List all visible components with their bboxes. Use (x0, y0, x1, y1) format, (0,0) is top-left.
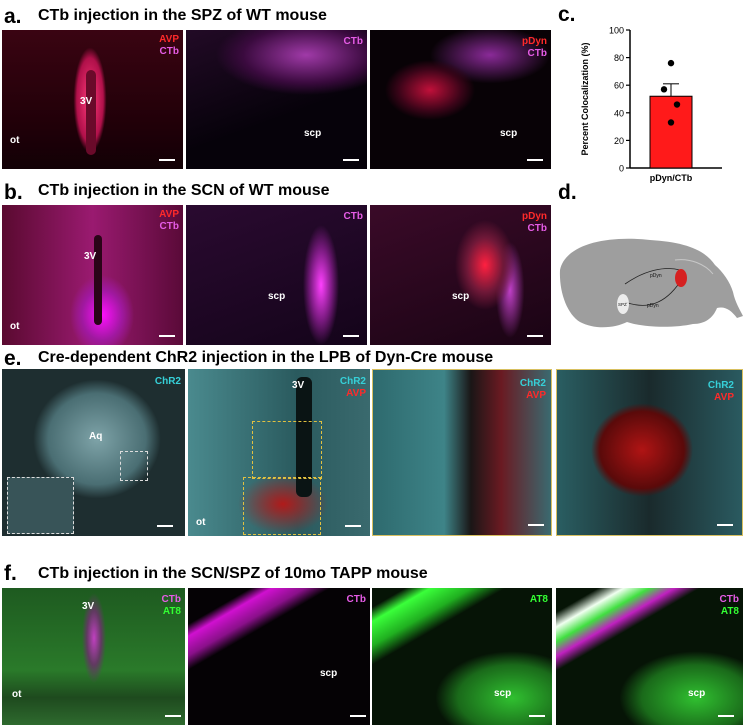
spz-region (617, 294, 629, 314)
label-ot: ot (10, 135, 20, 146)
y-tick-label: 100 (609, 26, 624, 36)
label-pdyn: pDyn (522, 211, 547, 222)
scale-bar (527, 159, 543, 161)
label-scp: scp (452, 291, 470, 302)
label-chr2: ChR2 (154, 376, 181, 387)
panel-b-letter: b. (4, 181, 23, 204)
label-scp: scp (320, 668, 338, 679)
panel-e-image-2: ChR2 AVP 3V ot (188, 369, 370, 536)
label-scp: scp (500, 128, 518, 139)
panel-a-letter: a. (4, 5, 22, 28)
label-3v: 3V (84, 251, 97, 262)
label-scp: scp (494, 688, 512, 699)
panel-a-title: CTb injection in the SPZ of WT mouse (38, 7, 327, 24)
panel-f-image-1: CTb AT8 3V ot (2, 588, 185, 725)
diagram-label-pdyn-top: pDyn (650, 273, 662, 279)
label-ctb: CTb (159, 45, 179, 57)
lpb-region (675, 269, 687, 287)
label-3v: 3V (80, 96, 93, 107)
label-avp: AVP (159, 209, 179, 220)
data-point (667, 59, 675, 67)
label-at8: AT8 (529, 594, 548, 605)
label-chr2: ChR2 (519, 378, 546, 389)
scale-bar (157, 525, 173, 527)
panel-b-image-1: AVP CTb 3V ot (2, 205, 183, 345)
label-scp: scp (268, 291, 286, 302)
label-chr2: ChR2 (339, 376, 366, 387)
data-point (673, 101, 681, 108)
scale-bar (165, 715, 181, 717)
panel-f-image-4: CTb AT8 scp (556, 588, 743, 725)
y-tick-label: 60 (614, 81, 624, 91)
scale-bar (159, 159, 175, 161)
label-avp: AVP (714, 391, 734, 403)
label-ot: ot (10, 321, 20, 332)
scale-bar (527, 335, 543, 337)
diagram-label-pdyn-bottom: pDyn (647, 303, 659, 309)
panel-f-image-2: CTb scp (188, 588, 370, 725)
y-tick-label: 20 (614, 136, 624, 146)
label-ctb: CTb (719, 594, 739, 605)
scale-bar (718, 715, 734, 717)
label-scp: scp (304, 128, 322, 139)
colocalization-chart: 0 20 40 60 80 100 Percent Colocalization (%) pD… (580, 26, 722, 183)
y-tick-label: 0 (619, 164, 624, 174)
panel-f-image-3: AT8 scp (372, 588, 552, 725)
label-ot: ot (196, 517, 206, 528)
scale-bar (529, 715, 545, 717)
x-tick-label: pDyn/CTb (650, 173, 693, 183)
panel-e-letter: e. (4, 347, 22, 370)
label-ctb: CTb (161, 594, 181, 605)
label-avp: AVP (159, 34, 179, 45)
scale-bar (343, 159, 359, 161)
label-ctb: CTb (527, 222, 547, 234)
panel-c-letter: c. (558, 3, 576, 26)
panel-b-title: CTb injection in the SCN of WT mouse (38, 182, 330, 199)
scale-bar (528, 524, 544, 526)
label-ctb: CTb (343, 211, 363, 222)
panel-a-image-3: pDyn CTb scp (370, 30, 551, 169)
label-chr2: ChR2 (707, 380, 734, 391)
panel-b-image-3: pDyn CTb scp (370, 205, 551, 345)
panel-f-letter: f. (4, 562, 17, 585)
brain-outline (559, 238, 743, 328)
label-3v: 3V (292, 380, 305, 391)
bar (649, 95, 693, 169)
label-scp: scp (688, 688, 706, 699)
panel-f-title: CTb injection in the SCN/SPZ of 10mo TAP… (38, 565, 428, 582)
panel-a-image-2: CTb scp (186, 30, 367, 169)
panel-e-image-3: ChR2 AVP (372, 369, 552, 536)
panel-e-image-4: ChR2 AVP (556, 369, 743, 536)
label-pdyn: pDyn (522, 36, 547, 47)
label-aq: Aq (89, 431, 103, 442)
data-point (667, 119, 675, 126)
diagram-label-spz: SPZ (618, 302, 627, 307)
label-ctb: CTb (343, 36, 363, 47)
panel-a-image-1: AVP CTb 3V ot (2, 30, 183, 169)
scale-bar (343, 335, 359, 337)
scale-bar (717, 524, 733, 526)
label-3v: 3V (82, 601, 95, 612)
data-point (660, 86, 668, 93)
y-tick-label: 40 (614, 108, 624, 118)
scale-bar (159, 335, 175, 337)
sagittal-brain-diagram: pDyn SPZ pDyn (559, 238, 743, 328)
panel-d-letter: d. (558, 181, 577, 204)
y-tick-label: 80 (614, 53, 624, 63)
label-ctb: CTb (159, 220, 179, 232)
scale-bar (345, 525, 361, 527)
panel-e-image-1: ChR2 Aq (2, 369, 185, 536)
scale-bar (350, 715, 366, 717)
label-ot: ot (12, 689, 22, 700)
y-axis-label: Percent Colocalization (%) (580, 42, 590, 155)
label-ctb: CTb (346, 594, 366, 605)
label-ctb: CTb (527, 47, 547, 59)
panel-b-image-2: CTb scp (186, 205, 367, 345)
label-avp: AVP (526, 389, 546, 401)
label-at8: AT8 (720, 605, 739, 617)
label-avp: AVP (346, 387, 366, 399)
panel-e-title: Cre-dependent ChR2 injection in the LPB … (38, 349, 494, 366)
label-at8: AT8 (162, 605, 181, 617)
